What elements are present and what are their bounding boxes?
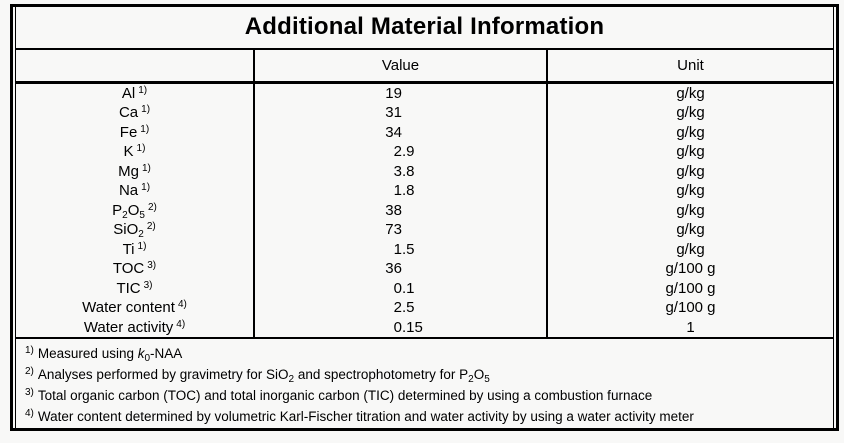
page-title: Additional Material Information: [244, 13, 605, 41]
row-unit: g/kg: [546, 161, 833, 181]
footnote-text: Measured using k0-NAA: [37, 346, 183, 364]
row-value: 2.5: [253, 298, 546, 318]
footnote-marker: 1): [136, 143, 146, 154]
row-value: 2.9: [253, 142, 546, 162]
row-value: 38: [253, 200, 546, 220]
footnote-line: 4) Water content determined by volumetric…: [25, 407, 823, 428]
row-unit: g/kg: [546, 181, 833, 201]
row-label: Water content 4): [82, 299, 187, 316]
footnote-line: 1) Measured using k0-NAA: [25, 344, 823, 365]
row-value: 0.1: [253, 278, 546, 298]
column-header-unit: Unit: [546, 49, 833, 81]
row-value: 34: [253, 122, 546, 142]
footnote-marker: 4): [177, 299, 187, 310]
column-header-value: Value: [253, 49, 546, 81]
footnote-marker: 3): [147, 260, 157, 271]
row-label: Ca 1): [118, 104, 151, 121]
row-unit: g/kg: [546, 239, 833, 259]
row-value: 36: [253, 259, 546, 279]
footnote-line: 3) Total organic carbon (TOC) and total i…: [25, 386, 823, 407]
row-unit: g/kg: [546, 103, 833, 123]
table-title-row: Additional Material Information: [16, 7, 833, 50]
row-unit: g/100 g: [546, 259, 833, 279]
footnote-line: 2) Analyses performed by gravimetry for S…: [25, 365, 823, 386]
footnote-marker: 4): [25, 408, 34, 419]
row-value: 73: [253, 220, 546, 240]
footnote-marker: 1): [25, 345, 34, 356]
table-body: Al 1) 19 g/kg Ca 1) 31 g/kg Fe 1) 34 g/kg K 1) 2.9 g/kg…: [16, 83, 833, 339]
row-unit: g/kg: [546, 122, 833, 142]
footnote-marker: 1): [141, 162, 151, 174]
row-value: 19: [253, 83, 546, 103]
row-value: 1.8: [253, 181, 546, 201]
column-header-parameter: [16, 50, 253, 81]
table-inner-frame: Additional Material Information Value Un…: [15, 7, 834, 428]
row-label: TIC 3): [116, 279, 153, 297]
footnote-text: Analyses performed by gravimetry for SiO…: [37, 367, 490, 385]
footnote-marker: 3): [143, 279, 153, 291]
footnote-marker: 2): [25, 366, 34, 377]
row-label: Ti 1): [122, 240, 147, 258]
footnote-marker: 1): [141, 104, 151, 115]
table-outer-frame: Additional Material Information Value Un…: [10, 4, 839, 431]
row-value: 0.15: [253, 317, 546, 337]
row-label: Water activity 4): [83, 318, 186, 336]
table-header-row: Value Unit: [16, 49, 833, 84]
row-unit: g/kg: [546, 83, 833, 103]
footnote-marker: 1): [141, 182, 151, 193]
footnote-marker: 1): [140, 123, 150, 135]
row-unit: g/kg: [546, 142, 833, 162]
row-label: Al 1): [121, 84, 148, 102]
row-label: K 1): [123, 143, 146, 160]
row-label: Na 1): [118, 182, 151, 199]
footnote-marker: 3): [25, 387, 34, 398]
footnote-text: Total organic carbon (TOC) and total ino…: [37, 388, 653, 403]
row-value: 1.5: [253, 239, 546, 259]
row-label: TOC 3): [112, 260, 157, 277]
row-label: SiO22): [113, 221, 156, 240]
row-unit: 1: [546, 317, 833, 337]
row-value: 31: [253, 103, 546, 123]
row-label: P2O52): [112, 201, 157, 221]
footnote-marker: 1): [138, 84, 148, 96]
row-unit: g/100 g: [546, 278, 833, 298]
footnote-marker: 2): [147, 201, 157, 213]
row-label: Mg 1): [118, 162, 151, 180]
row-unit: g/kg: [546, 200, 833, 220]
row-unit: g/kg: [546, 220, 833, 240]
footnote-text: Water content determined by volumetric K…: [37, 409, 694, 424]
row-unit: g/100 g: [546, 298, 833, 318]
row-label: Fe 1): [119, 123, 150, 141]
footnotes-section: 1) Measured using k0-NAA 2) Analyses perfor…: [16, 339, 833, 428]
footnote-marker: 2): [146, 221, 156, 232]
footnote-marker: 4): [176, 318, 186, 330]
row-value: 3.8: [253, 161, 546, 181]
footnote-marker: 1): [137, 240, 147, 252]
